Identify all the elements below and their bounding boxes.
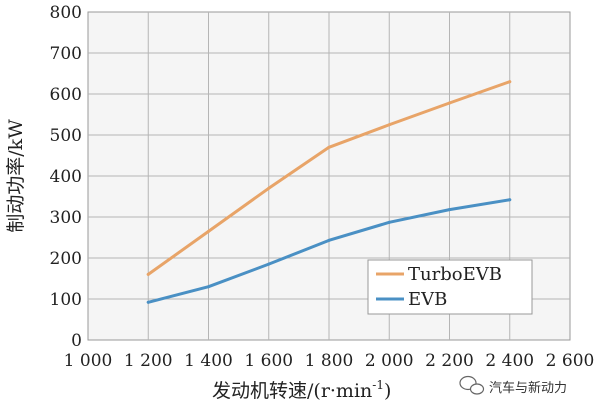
x-axis-label-main: 发动机转速/(r·min [212,380,372,402]
x-tick-label: 2 000 [365,351,414,371]
x-tick-label: 1 200 [124,351,173,371]
y-tick-label: 100 [50,290,82,310]
legend-box [367,259,533,315]
y-tick-label: 400 [50,167,82,187]
x-tick-label: 1 600 [244,351,293,371]
y-tick-label: 700 [50,44,82,64]
data-point-turboevb [508,80,512,84]
x-tick-label: 1 400 [184,351,233,371]
data-point-turboevb [207,229,210,233]
data-point-evb [327,238,331,242]
legend: TurboEVB EVB [367,259,533,315]
legend-label-turboevb: TurboEVB [408,264,502,285]
y-tick-label: 300 [50,208,82,228]
data-point-evb [387,220,391,224]
y-tick-label: 200 [50,249,82,269]
data-point-evb [146,300,150,304]
data-point-evb [267,262,271,266]
x-tick-label: 2 400 [485,351,534,371]
data-point-evb [508,198,512,202]
x-tick-label: 2 600 [546,351,595,371]
x-axis-label-close: ) [384,380,391,402]
data-point-evb [448,208,451,212]
x-axis-label: 发动机转速/(r·min-1) [212,378,391,402]
y-tick-label: 800 [50,3,82,23]
data-point-turboevb [387,123,391,127]
wechat-icon [459,375,485,395]
data-point-turboevb [146,272,150,276]
watermark: 汽车与新动力 [459,375,567,396]
x-tick-label: 1 000 [64,351,113,371]
x-tick-label: 1 800 [305,351,354,371]
legend-label-evb: EVB [408,289,447,310]
watermark-text: 汽车与新动力 [489,380,567,396]
data-point-evb [207,285,210,289]
x-tick-label: 2 200 [425,351,474,371]
y-tick-label: 500 [50,126,82,146]
x-axis-label-sup: -1 [372,378,384,392]
y-axis-label: 制动功率/kW [5,119,27,233]
data-point-turboevb [448,101,451,105]
y-tick-labels: 0 100 200 300 400 500 600 700 800 [50,3,82,351]
data-point-turboevb [267,186,271,190]
series-lines [146,80,512,304]
data-point-turboevb [327,145,331,149]
y-tick-label: 0 [71,331,82,351]
x-tick-labels: 1 000 1 200 1 400 1 600 1 800 2 000 2 200 2 400… [64,351,595,371]
y-tick-label: 600 [50,85,82,105]
